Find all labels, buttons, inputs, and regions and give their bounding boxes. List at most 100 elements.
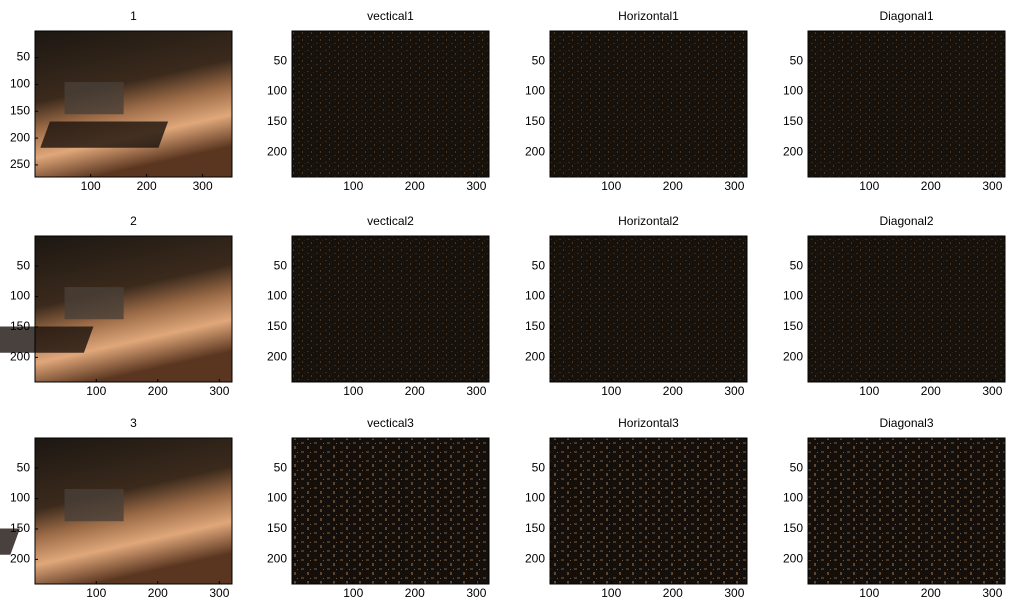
y-tick-label: 100 xyxy=(267,491,287,505)
x-tick-label: 100 xyxy=(343,179,363,193)
y-tick-label: 50 xyxy=(532,53,546,67)
subplot-title: 2 xyxy=(130,214,137,228)
x-tick-label: 100 xyxy=(601,179,621,193)
x-tick-label: 100 xyxy=(859,586,879,600)
y-tick-label: 100 xyxy=(525,289,545,303)
x-tick-label: 300 xyxy=(209,586,229,600)
x-tick-label: 100 xyxy=(343,586,363,600)
x-tick-label: 300 xyxy=(724,179,744,193)
x-tick-label: 300 xyxy=(724,586,744,600)
x-tick-label: 300 xyxy=(982,586,1002,600)
y-tick-label: 200 xyxy=(267,552,287,566)
y-tick-label: 150 xyxy=(525,521,545,535)
x-tick-label: 200 xyxy=(405,179,425,193)
x-tick-label: 200 xyxy=(663,586,683,600)
image-building xyxy=(65,489,124,521)
y-tick-label: 200 xyxy=(267,350,287,364)
y-tick-label: 150 xyxy=(10,521,30,535)
y-tick-label: 100 xyxy=(783,84,803,98)
y-tick-label: 100 xyxy=(10,77,30,91)
y-tick-label: 100 xyxy=(267,289,287,303)
x-tick-label: 100 xyxy=(859,179,879,193)
image xyxy=(550,438,747,584)
image xyxy=(292,438,489,584)
x-tick-label: 100 xyxy=(601,586,621,600)
y-tick-label: 100 xyxy=(10,491,30,505)
image xyxy=(292,31,489,177)
subplot-title: 3 xyxy=(130,416,137,430)
image-building xyxy=(65,287,124,319)
subplot-title: Horizontal3 xyxy=(618,416,679,430)
subplot-title: vectical3 xyxy=(367,416,414,430)
x-tick-label: 200 xyxy=(663,384,683,398)
y-tick-label: 100 xyxy=(783,491,803,505)
subplot-title: vectical2 xyxy=(367,214,414,228)
y-tick-label: 200 xyxy=(783,350,803,364)
x-tick-label: 300 xyxy=(193,179,213,193)
y-tick-label: 150 xyxy=(10,319,30,333)
x-tick-label: 300 xyxy=(982,384,1002,398)
x-tick-label: 200 xyxy=(921,384,941,398)
y-tick-label: 50 xyxy=(532,460,546,474)
x-tick-label: 100 xyxy=(86,586,106,600)
x-tick-label: 100 xyxy=(81,179,101,193)
y-tick-label: 150 xyxy=(783,521,803,535)
y-tick-label: 150 xyxy=(267,114,287,128)
image xyxy=(550,31,747,177)
image xyxy=(550,236,747,382)
y-tick-label: 250 xyxy=(10,157,30,171)
y-tick-label: 200 xyxy=(10,130,30,144)
y-tick-label: 50 xyxy=(790,460,804,474)
y-tick-label: 50 xyxy=(790,258,804,272)
y-tick-label: 150 xyxy=(525,114,545,128)
x-tick-label: 300 xyxy=(466,179,486,193)
image xyxy=(292,236,489,382)
x-tick-label: 100 xyxy=(86,384,106,398)
y-tick-label: 50 xyxy=(274,53,288,67)
x-tick-label: 300 xyxy=(466,384,486,398)
y-tick-label: 200 xyxy=(267,145,287,159)
y-tick-label: 100 xyxy=(525,84,545,98)
y-tick-label: 150 xyxy=(783,114,803,128)
y-tick-label: 50 xyxy=(532,258,546,272)
y-tick-label: 50 xyxy=(17,258,31,272)
y-tick-label: 50 xyxy=(17,50,31,64)
y-tick-label: 200 xyxy=(783,552,803,566)
y-tick-label: 150 xyxy=(10,103,30,117)
y-tick-label: 100 xyxy=(10,289,30,303)
y-tick-label: 100 xyxy=(783,289,803,303)
x-tick-label: 200 xyxy=(405,384,425,398)
y-tick-label: 50 xyxy=(17,460,31,474)
x-tick-label: 200 xyxy=(148,586,168,600)
subplot-title: Diagonal1 xyxy=(879,9,933,23)
subplot-title: Diagonal2 xyxy=(879,214,933,228)
y-tick-label: 200 xyxy=(525,350,545,364)
image-shadow xyxy=(40,122,168,148)
y-tick-label: 200 xyxy=(10,350,30,364)
x-tick-label: 300 xyxy=(724,384,744,398)
subplot-title: 1 xyxy=(130,9,137,23)
x-tick-label: 300 xyxy=(209,384,229,398)
subplot-title: Diagonal3 xyxy=(879,416,933,430)
y-tick-label: 150 xyxy=(783,319,803,333)
image xyxy=(808,31,1005,177)
y-tick-label: 150 xyxy=(267,319,287,333)
x-tick-label: 100 xyxy=(859,384,879,398)
y-tick-label: 150 xyxy=(267,521,287,535)
figure: 110020030050100150200250vectical11002003… xyxy=(0,0,1014,603)
y-tick-label: 50 xyxy=(274,258,288,272)
y-tick-label: 50 xyxy=(274,460,288,474)
subplot-title: Horizontal2 xyxy=(618,214,679,228)
y-tick-label: 150 xyxy=(525,319,545,333)
x-tick-label: 300 xyxy=(466,586,486,600)
y-tick-label: 200 xyxy=(10,552,30,566)
x-tick-label: 100 xyxy=(343,384,363,398)
x-tick-label: 200 xyxy=(405,586,425,600)
y-tick-label: 50 xyxy=(790,53,804,67)
x-tick-label: 200 xyxy=(921,179,941,193)
y-tick-label: 100 xyxy=(267,84,287,98)
x-tick-label: 200 xyxy=(921,586,941,600)
x-tick-label: 200 xyxy=(663,179,683,193)
x-tick-label: 200 xyxy=(148,384,168,398)
subplot-title: vectical1 xyxy=(367,9,414,23)
